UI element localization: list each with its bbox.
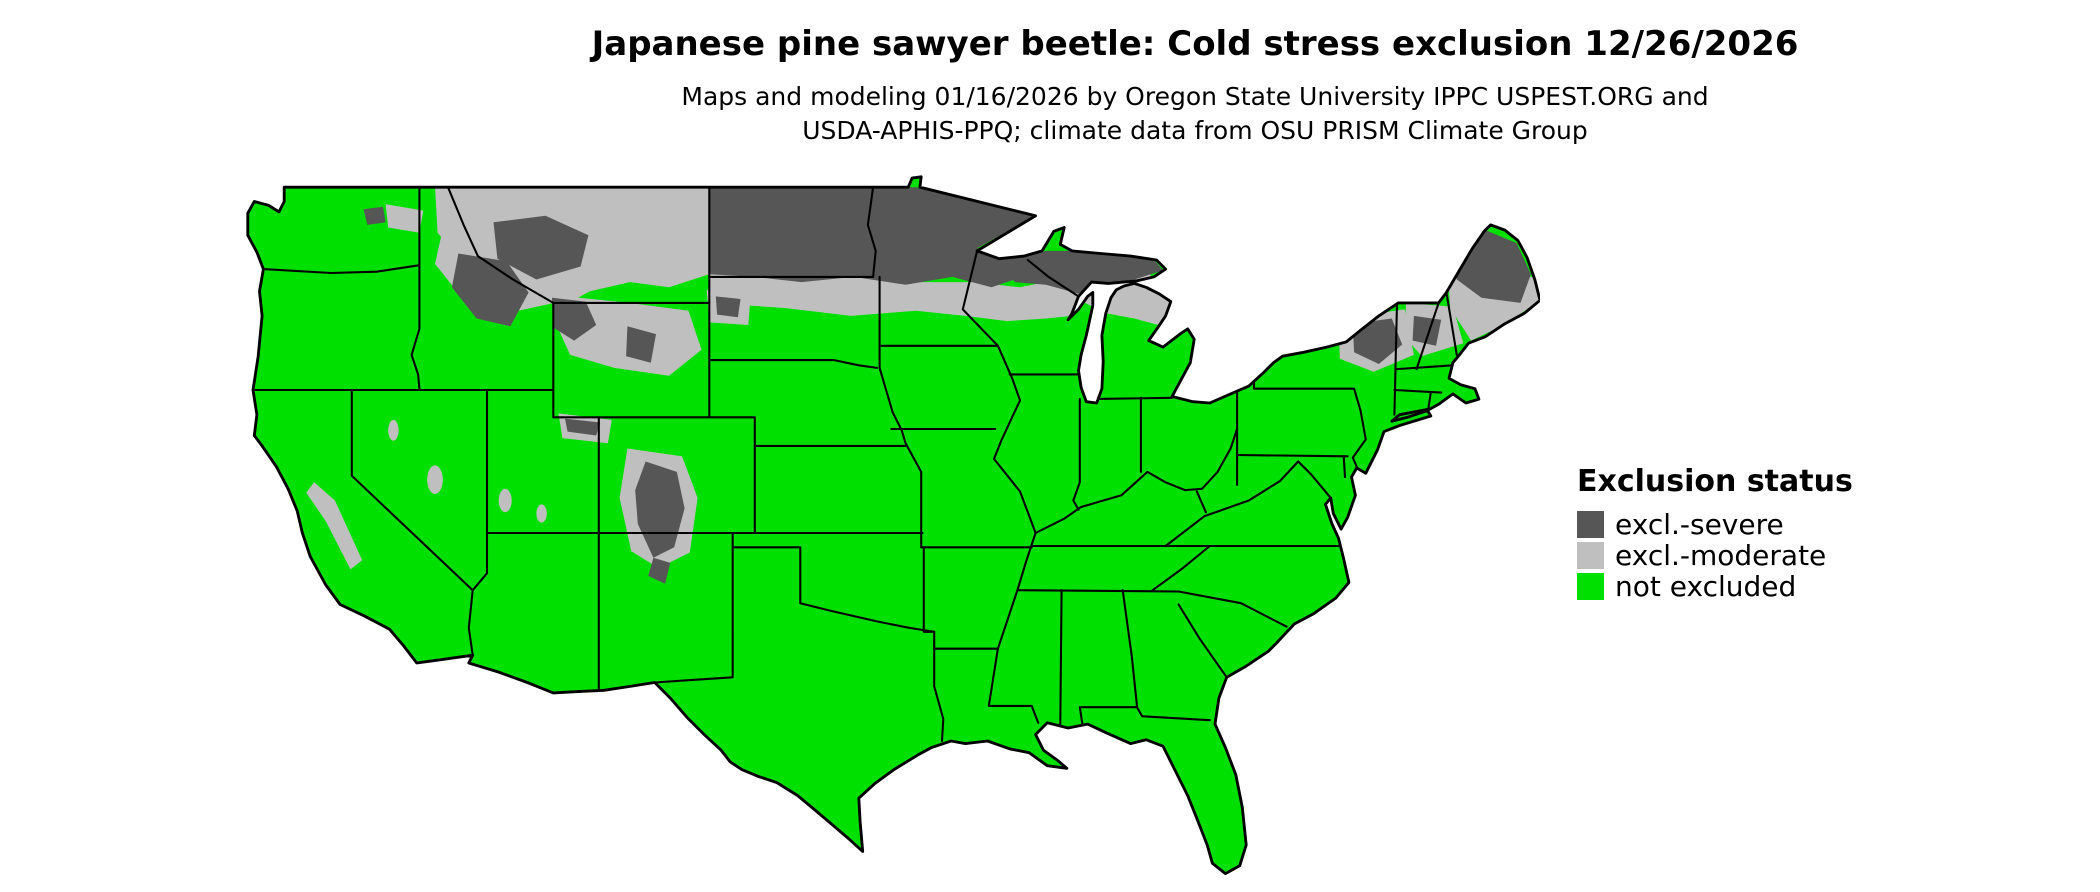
legend-label-moderate: excl.-moderate [1615,539,1827,572]
severe-region-north-cascades [363,206,386,225]
border-al-ga [1121,589,1139,707]
legend: Exclusion status excl.-severe excl.-mode… [1577,464,1853,602]
severe-region-uintas [565,418,601,436]
moderate-speck-nevada-1 [427,465,443,494]
legend-item-not-excluded: not excluded [1577,571,1853,602]
border-idaho-west [410,186,421,390]
legend-swatch-severe [1577,511,1604,538]
severe-region-northern-wisconsin-up [1000,250,1163,294]
moderate-speck-oregon [388,419,399,441]
border-vt-nh [1415,301,1440,371]
border-il-in [1072,398,1081,511]
severe-region-white-mountains [1412,315,1442,346]
legend-label-not-excluded: not excluded [1615,570,1797,603]
border-sd-ne [708,359,879,369]
border-potomac [1297,460,1332,499]
severe-region-western-montana [493,215,589,280]
border-mi-in-oh [1087,396,1174,401]
border-florida-north [1078,706,1211,726]
moderate-speck-nevada-2 [498,488,512,513]
severe-region-black-hills [715,296,741,318]
legend-label-severe: excl.-severe [1615,508,1784,541]
severe-region-yellowstone [552,297,597,341]
border-ky-wv [1195,490,1207,514]
border-mississippi-river [961,249,1040,724]
moderate-speck-utah [536,504,547,523]
map-subtitle-line2: USDA-APHIS-PPQ; climate data from OSU PR… [802,116,1588,145]
legend-title: Exclusion status [1577,464,1853,499]
border-ny-east [1393,301,1399,416]
severe-exclusion-regions [363,187,1531,584]
border-ma-north [1394,364,1454,371]
border-tx-la [933,630,945,743]
map-subtitle-line1: Maps and modeling 01/16/2026 by Oregon S… [681,82,1709,111]
border-tennessee-south [1016,589,1180,593]
border-missouri-river [878,366,923,473]
border-nd-mn [866,186,877,278]
moderate-region-sierra-nevada [306,482,363,570]
border-nm-tx [653,531,734,684]
severe-region-adirondacks [1352,318,1403,364]
severe-region-wind-river [626,326,656,363]
border-arkansas-west [922,546,936,633]
border-mason-dixon [1236,453,1349,458]
conus-map [240,172,1540,892]
border-nc-sc [1177,590,1288,628]
border-ok-tx-red-river [731,546,936,633]
severe-region-northern-new-mexico [648,557,671,584]
map-title: Japanese pine sawyer beetle: Cold stress… [591,24,1799,64]
map-header: Japanese pine sawyer beetle: Cold stress… [330,22,2060,148]
border-virginia-west [1164,460,1300,548]
border-wi-mi [1026,258,1080,298]
border-ny-pa-nj [1252,381,1367,477]
state-borders [251,186,1458,743]
border-montana-idaho [446,186,555,304]
border-md-de [1342,455,1347,479]
border-ct-ri [1427,391,1432,411]
legend-swatch-not-excluded [1577,573,1604,600]
legend-swatch-moderate [1577,542,1604,569]
border-nv-az [471,531,489,592]
legend-item-severe: excl.-severe [1577,509,1853,540]
moderate-region-ne-washington [385,204,424,233]
conus-map-svg [246,175,1540,876]
map-subtitle: Maps and modeling 01/16/2026 by Oregon S… [330,80,2060,148]
border-ms-al [1059,589,1063,726]
border-ga-sc [1177,603,1228,679]
border-wa-or [262,264,421,275]
border-tn-nc [1151,544,1211,592]
border-ma-south [1393,388,1443,394]
severe-region-central-idaho [451,253,529,327]
border-me-nh [1445,291,1458,356]
border-ohio-river [1034,427,1239,535]
legend-item-moderate: excl.-moderate [1577,540,1853,571]
